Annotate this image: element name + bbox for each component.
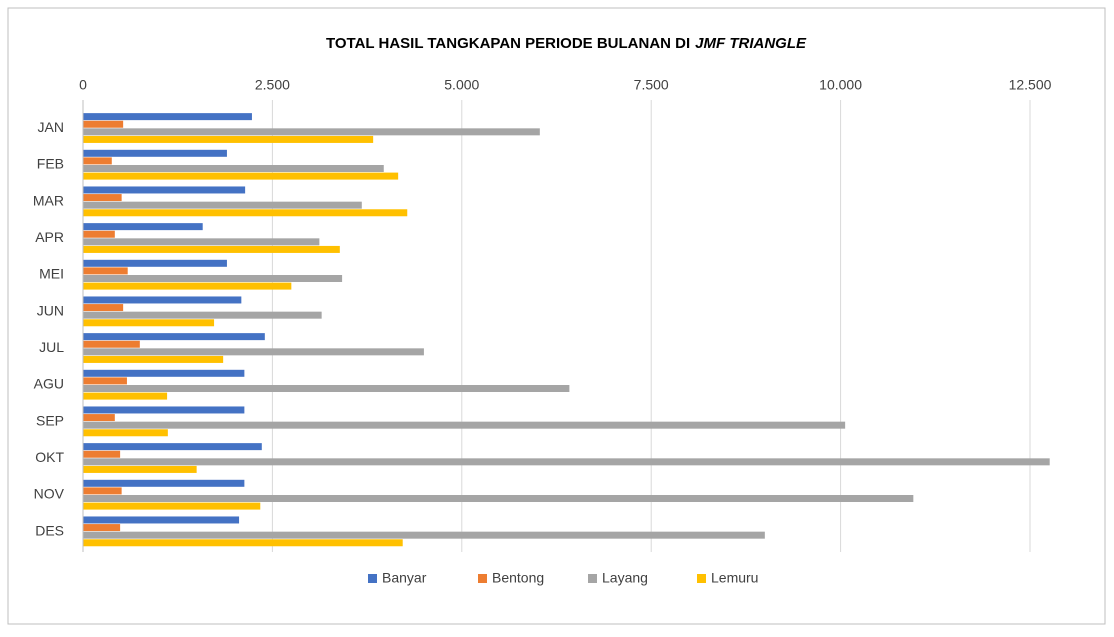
- bar: [83, 392, 168, 400]
- bar: [83, 230, 115, 238]
- bar: [83, 414, 115, 422]
- bar: [83, 282, 292, 290]
- legend-label: Lemuru: [711, 570, 758, 586]
- x-tick-label: 2.500: [255, 77, 290, 93]
- bar: [83, 194, 122, 202]
- x-tick-label: 7.500: [634, 77, 669, 93]
- bar: [83, 223, 203, 231]
- bar: [83, 319, 215, 327]
- bar: [83, 479, 245, 487]
- title-main: TOTAL HASIL TANGKAPAN PERIODE BULANAN DI: [326, 35, 690, 52]
- legend-swatch: [368, 574, 377, 583]
- bar: [83, 186, 246, 194]
- bar: [83, 385, 570, 392]
- bar: [83, 443, 262, 451]
- title-emphasis: JMF TRIANGLE: [695, 35, 807, 52]
- bar: [83, 238, 320, 246]
- bar: [83, 113, 252, 121]
- bar: [83, 516, 240, 524]
- y-tick-label: FEB: [37, 156, 64, 172]
- bar: [83, 120, 124, 128]
- bar: [83, 487, 122, 495]
- y-tick-label: OKT: [35, 449, 64, 465]
- bar: [83, 502, 261, 510]
- legend-label: Bentong: [492, 570, 544, 586]
- y-tick-label: SEP: [36, 412, 64, 428]
- bar: [83, 149, 227, 157]
- bar: [83, 377, 127, 385]
- bar: [83, 450, 121, 458]
- x-tick-label: 10.000: [819, 77, 862, 93]
- bar: [83, 201, 362, 209]
- bar: [83, 128, 540, 136]
- bar: [83, 539, 403, 547]
- bar: [83, 465, 197, 473]
- y-tick-label: JAN: [38, 119, 64, 135]
- legend-swatch: [697, 574, 706, 583]
- bar: [83, 355, 224, 363]
- x-tick-label: 0: [79, 77, 87, 93]
- bar: [83, 429, 168, 437]
- bar: [83, 304, 124, 312]
- legend-label: Layang: [602, 570, 648, 586]
- bar: [83, 421, 846, 429]
- y-tick-label: AGU: [34, 376, 64, 392]
- y-tick-label: JUL: [39, 339, 64, 355]
- bar: [83, 340, 140, 348]
- legend-swatch: [478, 574, 487, 583]
- y-tick-label: NOV: [34, 486, 65, 502]
- bar: [83, 245, 340, 253]
- bar: [83, 458, 1050, 466]
- bar: [83, 311, 322, 319]
- y-tick-label: MAR: [33, 192, 64, 208]
- legend-swatch: [588, 574, 597, 583]
- bar: [83, 524, 121, 532]
- y-tick-label: JUN: [37, 302, 64, 318]
- bar: [83, 348, 424, 356]
- bar: [83, 165, 384, 172]
- chart-title: TOTAL HASIL TANGKAPAN PERIODE BULANAN DI…: [326, 35, 807, 52]
- bar: [83, 275, 343, 282]
- y-tick-label: MEI: [39, 266, 64, 282]
- x-tick-label: 12.500: [1009, 77, 1052, 93]
- bar: [83, 172, 399, 180]
- bar: [83, 296, 242, 304]
- y-tick-label: APR: [35, 229, 64, 245]
- bar: [83, 333, 265, 341]
- bar: [83, 406, 245, 414]
- bar: [83, 369, 245, 377]
- bar: [83, 495, 914, 502]
- bar: [83, 531, 765, 539]
- bar: [83, 267, 128, 275]
- bar: [83, 259, 227, 267]
- y-tick-label: DES: [35, 522, 64, 538]
- legend-label: Banyar: [382, 570, 427, 586]
- x-tick-label: 5.000: [444, 77, 479, 93]
- bar: [83, 135, 374, 143]
- bar: [83, 209, 408, 217]
- bar: [83, 157, 112, 165]
